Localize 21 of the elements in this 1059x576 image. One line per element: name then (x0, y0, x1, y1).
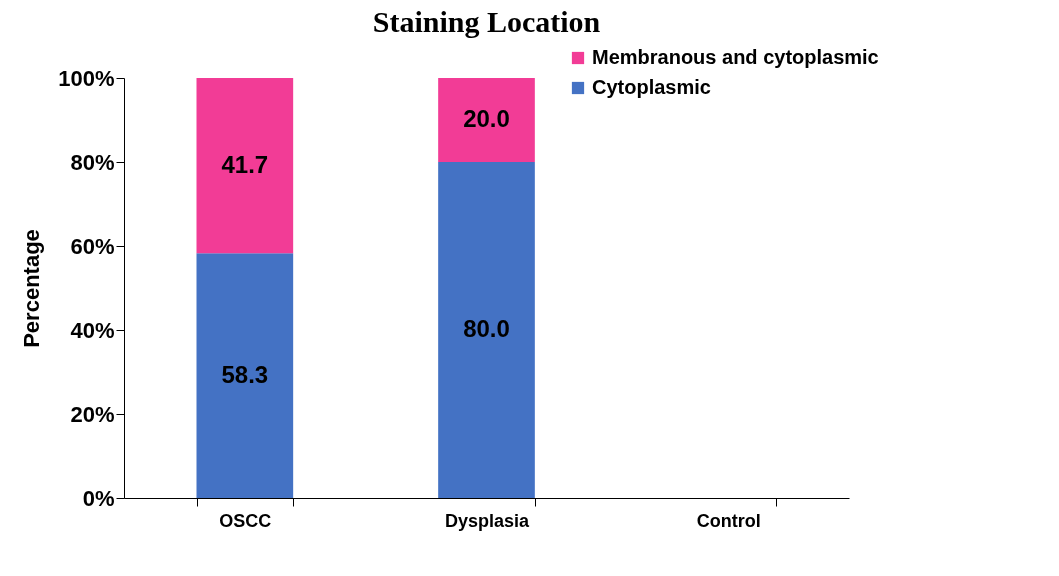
y-tick-label: 80% (70, 149, 115, 175)
y-tick-label: 20% (70, 401, 115, 427)
x-tick-label: OSCC (219, 510, 272, 531)
x-tick-label: Dysplasia (444, 510, 531, 531)
y-tick-label: 0% (82, 485, 115, 511)
y-tick-label: 60% (70, 233, 115, 259)
bar (196, 78, 294, 254)
legend-label: Membranous and cytoplasmic (592, 46, 879, 68)
data-label: 80.0 (463, 315, 510, 342)
legend-label: Cytoplasmic (592, 76, 711, 98)
x-tick-label: Control (696, 510, 761, 531)
data-label: 58.3 (221, 360, 269, 388)
chart-title: Staining Location (372, 5, 601, 38)
bar (438, 78, 535, 162)
data-label: 41.7 (221, 150, 269, 178)
y-axis-title: Percentage (19, 229, 45, 348)
bar (438, 162, 535, 498)
y-tick-label: 100% (58, 65, 115, 91)
bar (196, 253, 294, 498)
data-label: 20.0 (463, 105, 510, 132)
y-tick-label: 40% (70, 317, 115, 343)
